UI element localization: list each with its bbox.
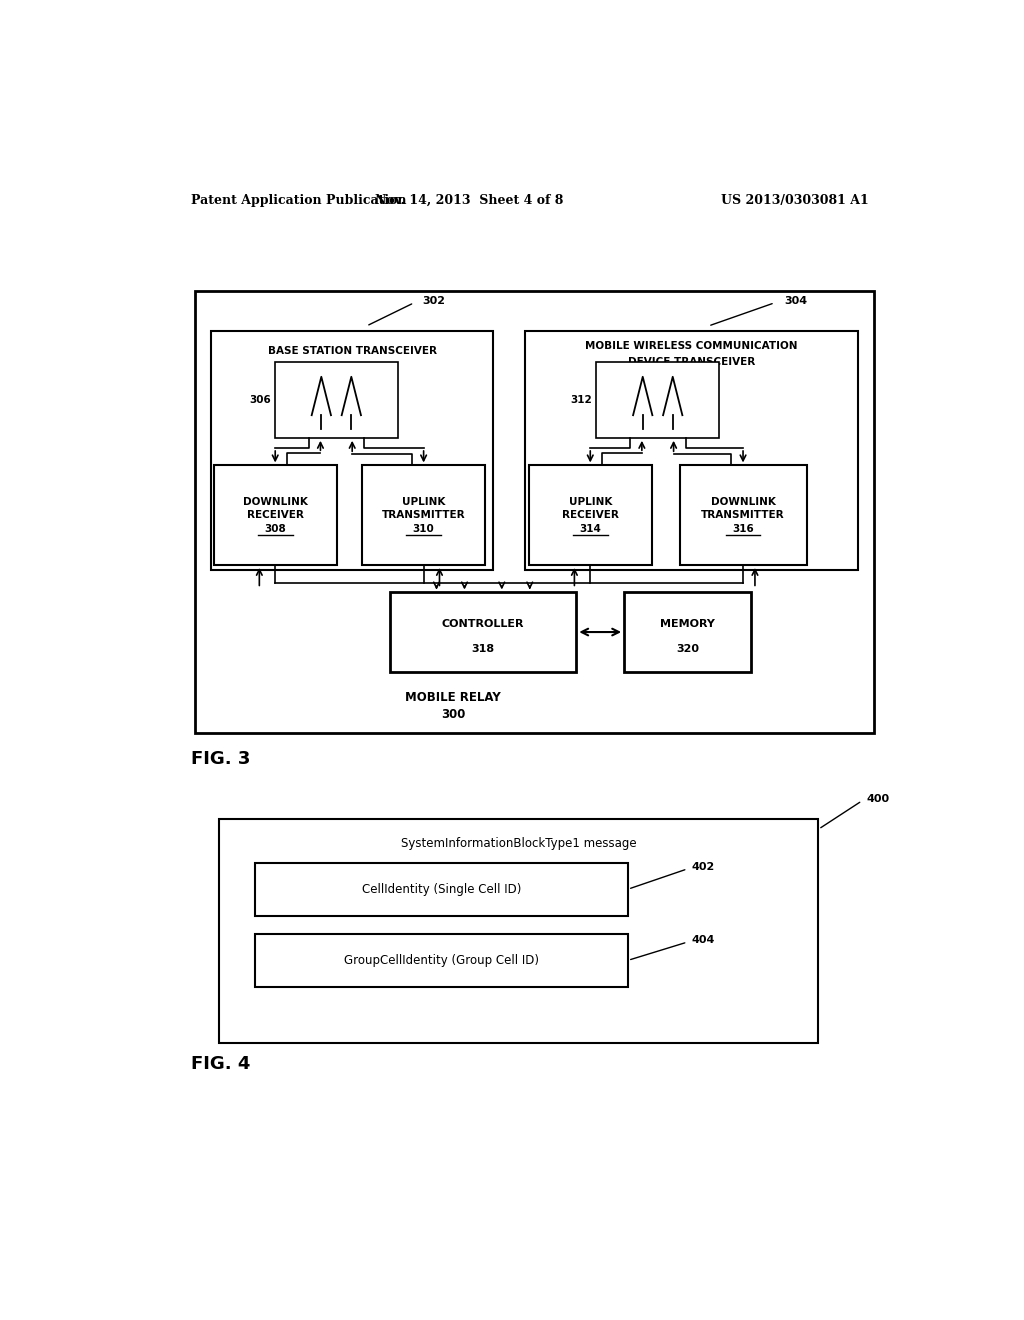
FancyBboxPatch shape [211,331,494,570]
FancyBboxPatch shape [255,863,628,916]
Text: MOBILE RELAY: MOBILE RELAY [406,690,501,704]
Text: 314: 314 [580,524,601,535]
Text: 320: 320 [676,644,699,655]
FancyBboxPatch shape [362,466,485,565]
Text: 308: 308 [264,524,286,535]
FancyBboxPatch shape [528,466,652,565]
Text: FIG. 3: FIG. 3 [191,750,251,768]
Text: Nov. 14, 2013  Sheet 4 of 8: Nov. 14, 2013 Sheet 4 of 8 [375,194,563,207]
Text: RECEIVER: RECEIVER [562,510,618,520]
Text: 312: 312 [570,395,592,405]
Text: FIG. 4: FIG. 4 [191,1055,251,1073]
Text: MOBILE WIRELESS COMMUNICATION: MOBILE WIRELESS COMMUNICATION [585,342,798,351]
Text: SystemInformationBlockType1 message: SystemInformationBlockType1 message [401,837,637,850]
FancyBboxPatch shape [680,466,807,565]
Text: DOWNLINK: DOWNLINK [243,496,307,507]
FancyBboxPatch shape [214,466,337,565]
Text: Patent Application Publication: Patent Application Publication [191,194,407,207]
Text: 304: 304 [784,296,808,306]
Text: CONTROLLER: CONTROLLER [442,619,524,630]
FancyBboxPatch shape [196,290,873,733]
FancyBboxPatch shape [219,818,818,1043]
FancyBboxPatch shape [596,362,719,438]
Text: 402: 402 [691,862,715,871]
Text: 318: 318 [472,644,495,655]
Text: TRANSMITTER: TRANSMITTER [382,510,466,520]
Text: 300: 300 [441,708,466,721]
Text: TRANSMITTER: TRANSMITTER [701,510,784,520]
Text: 404: 404 [691,935,715,945]
FancyBboxPatch shape [624,593,751,672]
Text: 302: 302 [423,296,445,306]
FancyBboxPatch shape [255,935,628,987]
Text: 306: 306 [249,395,270,405]
Text: BASE STATION TRANSCEIVER: BASE STATION TRANSCEIVER [267,346,436,356]
Text: DEVICE TRANSCEIVER: DEVICE TRANSCEIVER [628,356,755,367]
FancyBboxPatch shape [524,331,858,570]
Text: 310: 310 [413,524,434,535]
Text: UPLINK: UPLINK [568,496,612,507]
Text: 316: 316 [732,524,754,535]
Text: US 2013/0303081 A1: US 2013/0303081 A1 [721,194,868,207]
FancyBboxPatch shape [274,362,397,438]
Text: CellIdentity (Single Cell ID): CellIdentity (Single Cell ID) [361,883,521,896]
Text: 400: 400 [866,793,889,804]
Text: DOWNLINK: DOWNLINK [711,496,775,507]
Text: MEMORY: MEMORY [660,619,715,630]
FancyBboxPatch shape [390,593,577,672]
Text: GroupCellIdentity (Group Cell ID): GroupCellIdentity (Group Cell ID) [344,954,539,966]
Text: UPLINK: UPLINK [402,496,445,507]
Text: RECEIVER: RECEIVER [247,510,304,520]
